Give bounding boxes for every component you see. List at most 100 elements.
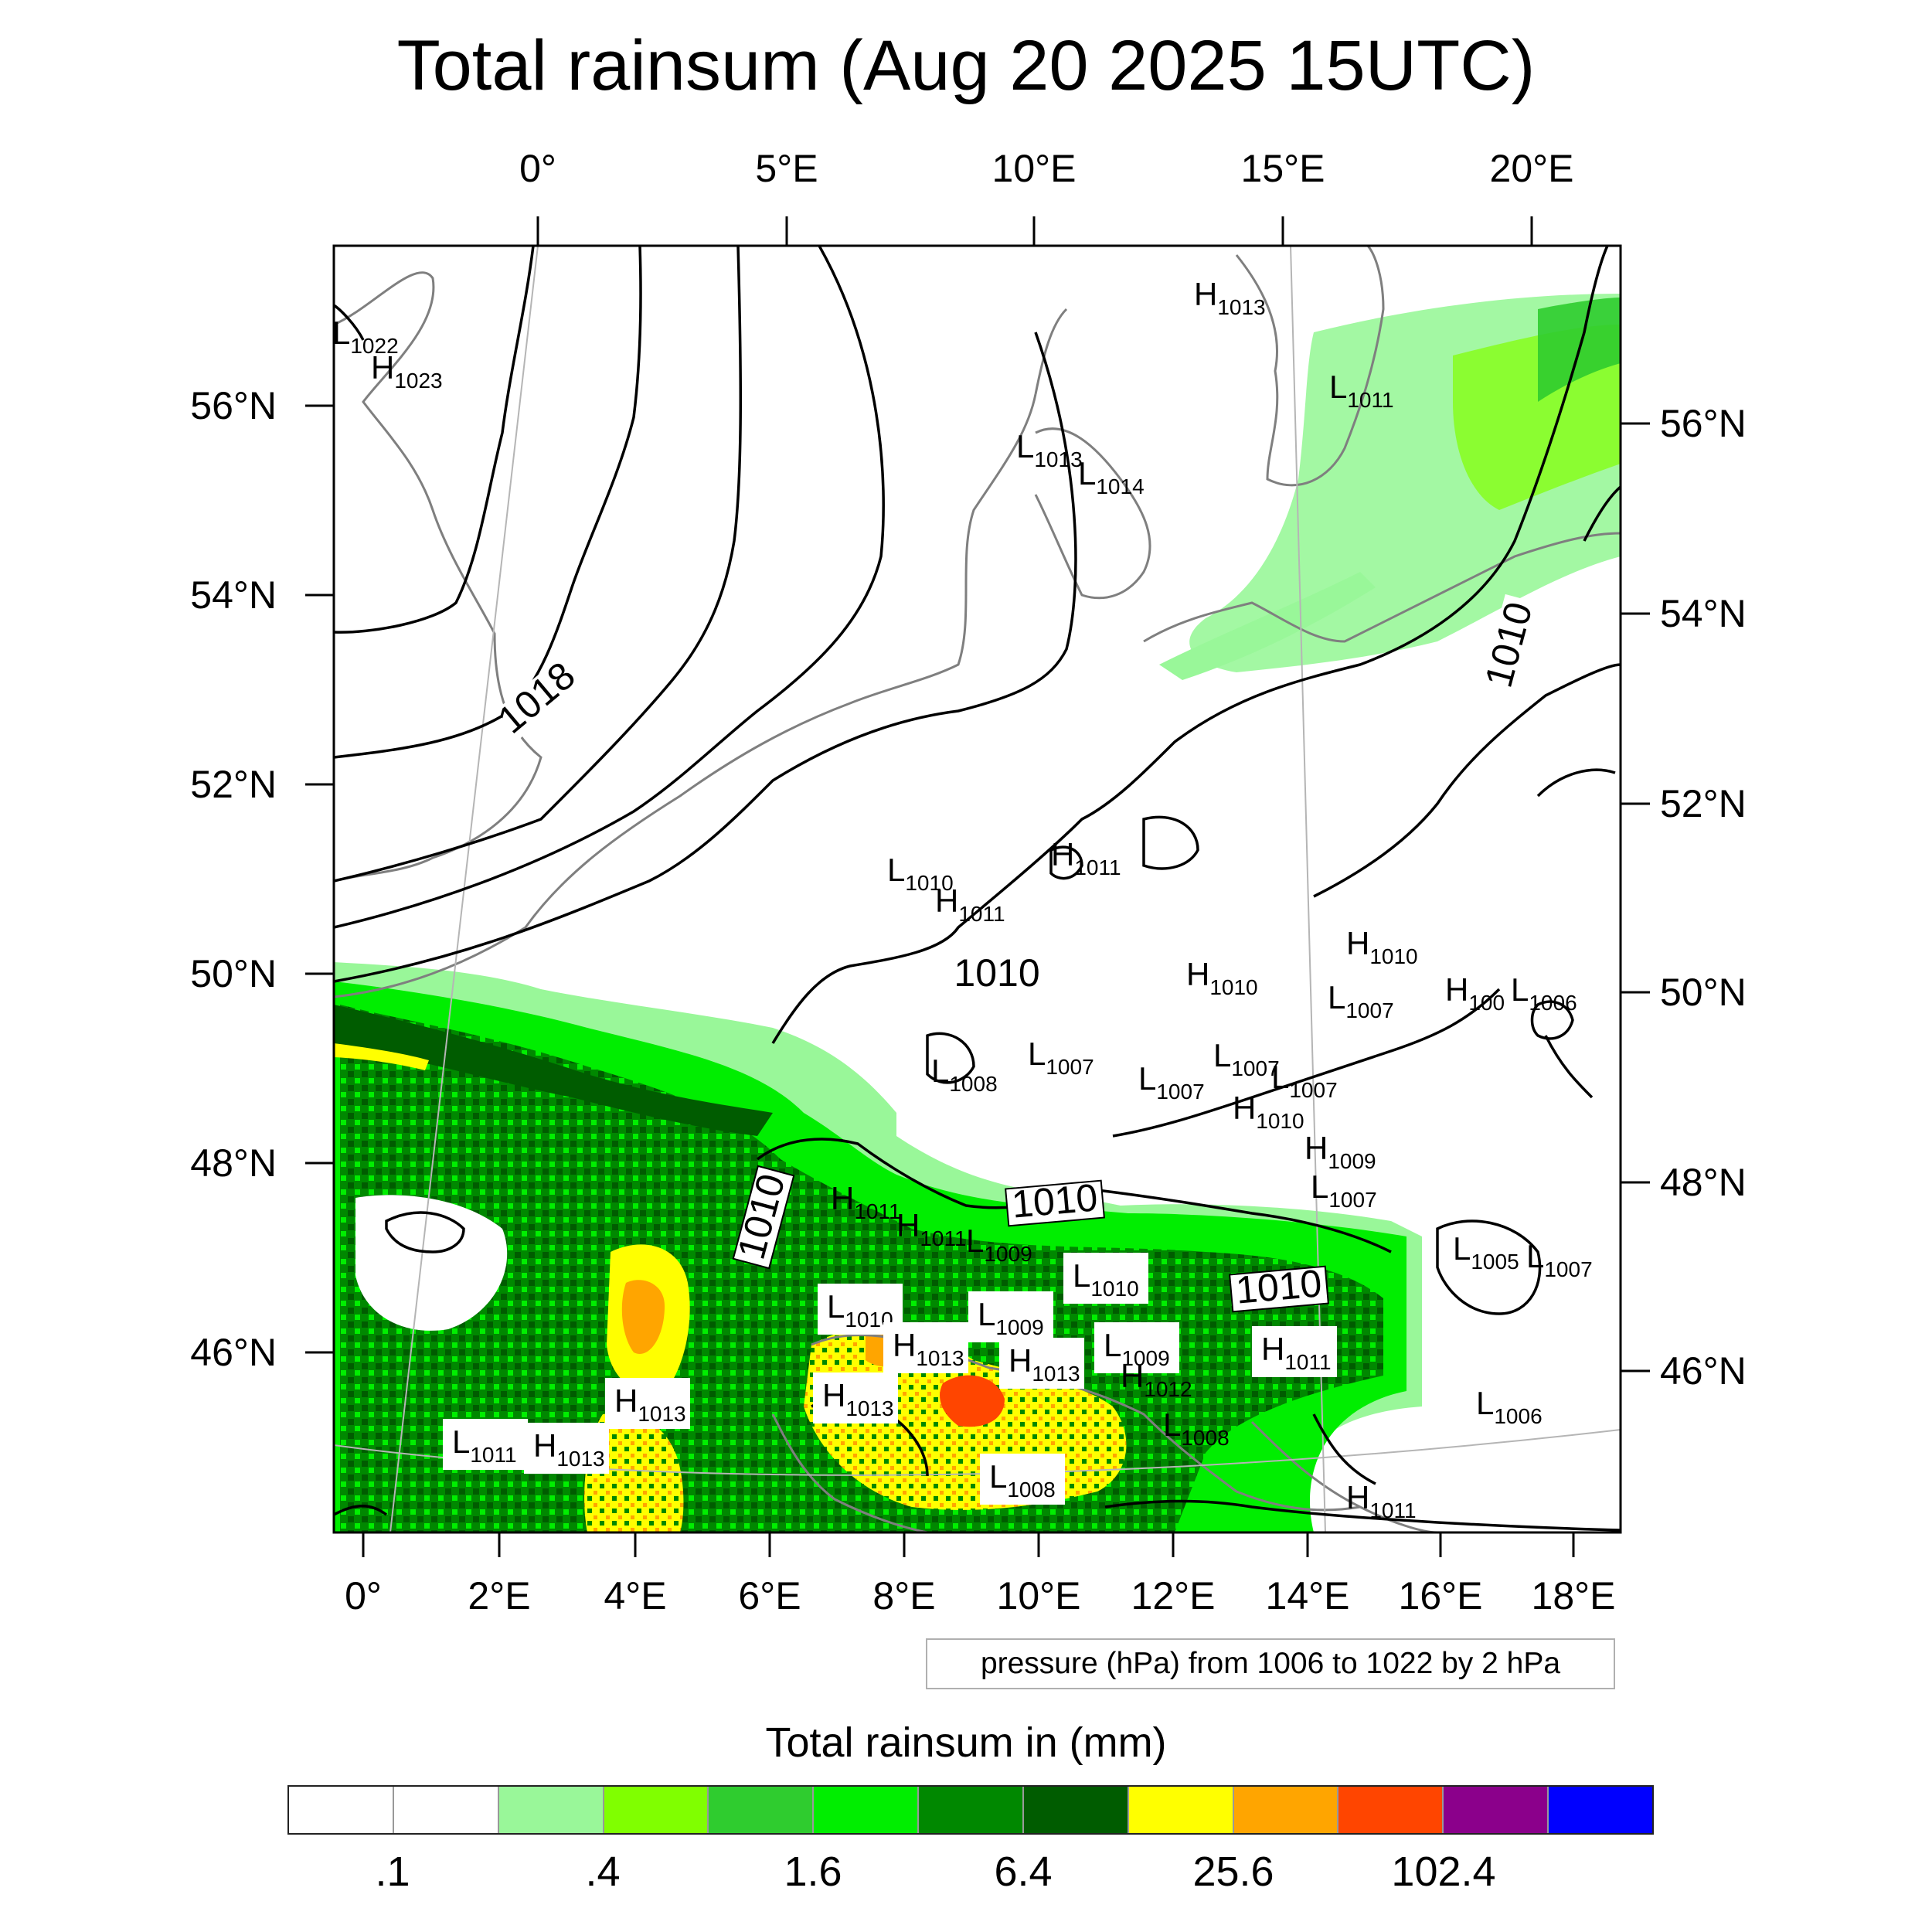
high-pressure-center: H100: [1445, 971, 1505, 1015]
isobar-1014: [334, 246, 885, 929]
svg-text:L1007: L1007: [1526, 1238, 1593, 1281]
high-pressure-center: H1010: [1346, 925, 1418, 968]
isobar-south-3: [1312, 1413, 1376, 1485]
high-pressure-center: H1013: [1194, 276, 1266, 319]
top-lon-label: 0°: [519, 147, 556, 190]
high-pressure-center: H1011: [896, 1207, 967, 1250]
svg-text:L1008: L1008: [1163, 1406, 1230, 1450]
bottom-lon-label: 14°E: [1266, 1574, 1350, 1617]
rain-area-dark: [340, 1005, 1383, 1532]
coast-italy-west: [771, 1413, 928, 1532]
precipitation-field: [334, 294, 1621, 1532]
top-lon-label: 15°E: [1241, 147, 1325, 190]
colorbar-label: .1: [375, 1849, 410, 1895]
low-pressure-center: L1007: [1271, 1059, 1338, 1102]
colorbar-segment: [1233, 1787, 1339, 1833]
svg-text:H100: H100: [1445, 971, 1505, 1015]
colorbar-label: 1.6: [784, 1849, 842, 1895]
low-pressure-center: L1006: [1511, 971, 1577, 1015]
svg-text:L1008: L1008: [931, 1053, 998, 1096]
high-pressure-center: H1010: [1233, 1090, 1304, 1133]
svg-text:L1011: L1011: [452, 1423, 517, 1467]
low-pressure-center: L1010: [887, 852, 954, 895]
low-pressure-center: L1009: [1094, 1322, 1179, 1373]
svg-text:L1007: L1007: [1028, 1036, 1094, 1079]
rain-streaks-baltic: [1159, 572, 1376, 680]
low-pressure-center: L1007: [1213, 1037, 1280, 1080]
isobar-closed-2: [1530, 1000, 1574, 1040]
bottom-lon-label: 2°E: [468, 1574, 530, 1617]
colorbar-labels: .1 .4 1.6 6.4 25.6 102.4: [0, 1849, 1932, 1903]
svg-text:H1013: H1013: [1009, 1342, 1080, 1386]
low-pressure-center: L1013: [1016, 428, 1083, 471]
svg-text:L1010: L1010: [1073, 1257, 1139, 1301]
isobar-1008-b: [1313, 663, 1621, 898]
low-pressure-center: L1010: [1063, 1253, 1148, 1304]
coast-france-benelux: [334, 393, 1037, 998]
isobar-closed-3: [1142, 815, 1199, 870]
coast-adriatic: [1250, 1420, 1438, 1532]
bottom-lon-label: 12°E: [1131, 1574, 1216, 1617]
isobar-closed-1: [1436, 1219, 1542, 1315]
svg-text:H1011: H1011: [1346, 1479, 1417, 1522]
svg-text:L1005: L1005: [1453, 1230, 1519, 1274]
pressure-centers: L1022H1023H1013L1011L1013L1014L1010H1011…: [332, 276, 1593, 1522]
heavy-rain-west-core: [621, 1280, 665, 1354]
svg-text:L1009: L1009: [1104, 1327, 1170, 1370]
high-pressure-center: H1013: [524, 1423, 609, 1474]
isobar-east: [1536, 768, 1616, 1099]
low-pressure-center: L1008: [931, 1053, 998, 1096]
colorbar-segment: [1338, 1787, 1444, 1833]
svg-text:H1013: H1013: [614, 1383, 686, 1426]
axis-ticks: [305, 216, 1650, 1557]
svg-text:H1011: H1011: [831, 1180, 901, 1223]
colorbar-segment: [1128, 1787, 1234, 1833]
isobar-1018: [334, 246, 642, 759]
map-title: Total rainsum (Aug 20 2025 15UTC): [396, 26, 1536, 105]
isobar-1012: [334, 332, 1077, 983]
svg-text:L1007: L1007: [1311, 1168, 1377, 1212]
isobar-label: 1010: [1010, 1175, 1100, 1226]
svg-text:L1014: L1014: [1078, 455, 1145, 498]
low-pressure-center: L1007: [1028, 1036, 1094, 1079]
low-pressure-center: L1009: [966, 1223, 1032, 1266]
svg-text:H1013: H1013: [1194, 276, 1266, 319]
coast-britain: [334, 271, 543, 883]
svg-text:L1009: L1009: [978, 1296, 1044, 1339]
low-pressure-center: L1006: [1476, 1385, 1543, 1428]
colorbar-segment: [1023, 1787, 1129, 1833]
high-pressure-center: H1011: [1252, 1326, 1337, 1377]
colorbar-label: .4: [585, 1849, 621, 1895]
axis-labels: 0° 5°E 10°E 15°E 20°E 0° 2°E 4°E 6°E 8°E…: [190, 147, 1746, 1617]
bottom-lon-label: 16°E: [1399, 1574, 1483, 1617]
dry-patch-west: [355, 1195, 508, 1331]
high-pressure-center: H1023: [371, 349, 443, 393]
low-pressure-center: L1007: [1138, 1060, 1205, 1104]
top-lon-label: 5°E: [755, 147, 818, 190]
svg-text:L1009: L1009: [966, 1223, 1032, 1266]
svg-text:H1010: H1010: [1186, 956, 1258, 999]
isobar-label: 1010: [1234, 1261, 1324, 1311]
isobar-closed-4: [1049, 845, 1083, 880]
right-lat-label: 48°N: [1660, 1161, 1747, 1204]
coast-denmark: [1034, 308, 1151, 600]
map-frame: [332, 244, 1622, 1534]
bottom-lon-label: 0°: [345, 1574, 382, 1617]
isobars: [334, 246, 1621, 1532]
svg-text:L1008: L1008: [989, 1458, 1056, 1502]
svg-text:H1011: H1011: [935, 883, 1005, 926]
top-lon-label: 10°E: [992, 147, 1077, 190]
bottom-lon-label: 6°E: [738, 1574, 801, 1617]
colorbar-segment: [709, 1787, 815, 1833]
low-pressure-center: L1011: [1329, 369, 1394, 412]
low-pressure-center: L1007: [1328, 979, 1394, 1022]
high-pressure-center: H1013: [605, 1378, 690, 1429]
isobar-closed-6: [385, 1211, 465, 1253]
high-pressure-center: H1011: [935, 883, 1005, 926]
low-pressure-center: L1022: [332, 315, 399, 358]
colorbar-segment: [814, 1787, 920, 1833]
high-pressure-center: H1010: [1186, 956, 1258, 999]
isobar-1010: [771, 246, 1609, 1044]
left-lat-label: 50°N: [190, 952, 277, 995]
svg-text:H1011: H1011: [1261, 1331, 1332, 1374]
